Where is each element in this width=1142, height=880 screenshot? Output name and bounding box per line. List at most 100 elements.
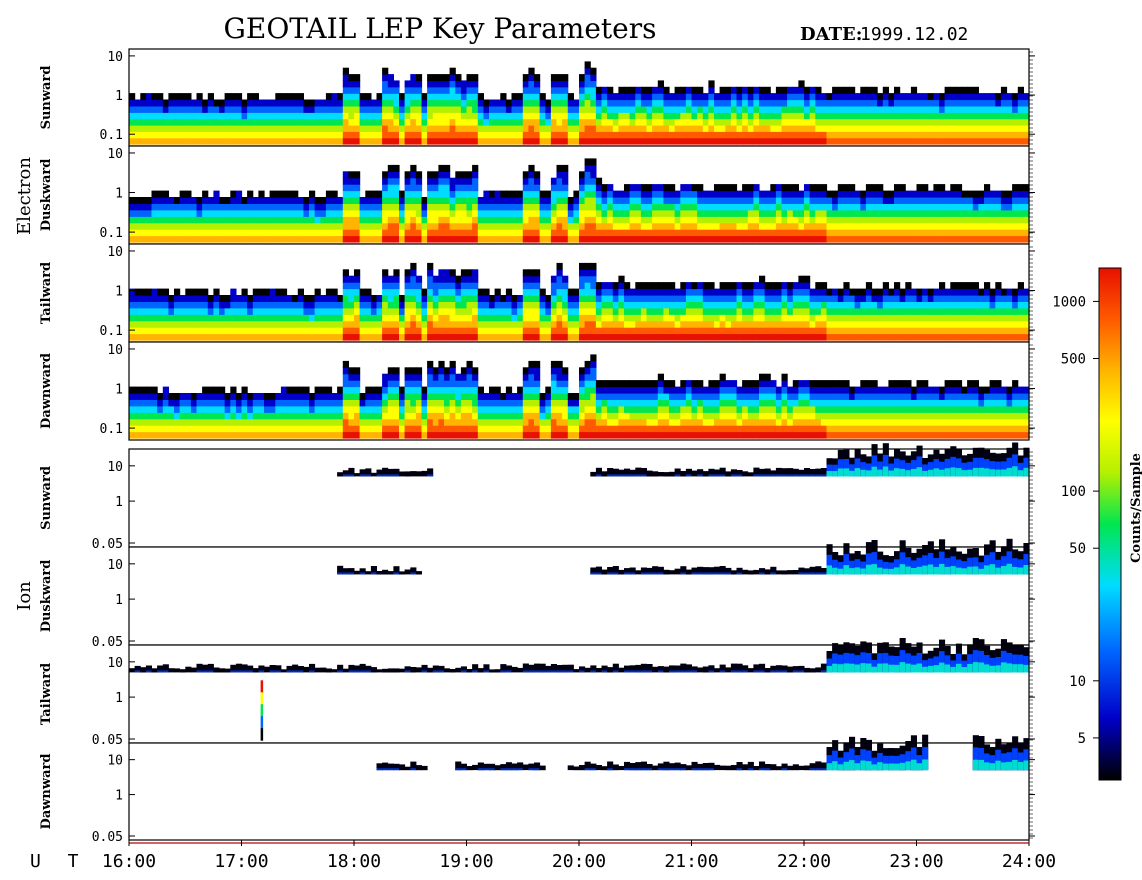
electron-cell — [348, 399, 355, 407]
electron-cell — [865, 307, 873, 315]
electron-cell — [534, 282, 541, 290]
electron-cell — [483, 327, 490, 335]
electron-cell — [984, 288, 991, 296]
electron-cell — [219, 333, 226, 341]
electron-cell — [365, 99, 372, 107]
electron-cell — [264, 209, 271, 217]
electron-cell — [612, 203, 619, 211]
electron-cell — [432, 367, 439, 375]
electron-cell — [764, 288, 771, 296]
electron-cell — [129, 137, 136, 145]
electron-cell — [910, 222, 918, 230]
electron-cell — [472, 418, 479, 426]
electron-cell — [556, 74, 563, 82]
electron-cell — [730, 295, 738, 302]
electron-cell — [438, 360, 445, 368]
electron-cell — [348, 99, 355, 107]
electron-cell — [562, 112, 569, 120]
electron-cell — [258, 99, 265, 107]
electron-cell — [483, 301, 490, 309]
electron-cell — [325, 124, 333, 132]
electron-cell — [849, 190, 856, 198]
electron-cell — [573, 112, 580, 120]
electron-cell — [134, 307, 141, 315]
electron-cell — [826, 288, 833, 296]
electron-cell — [224, 235, 231, 243]
electron-cell — [877, 118, 884, 126]
electron-cell — [652, 320, 659, 328]
electron-cell — [449, 393, 456, 400]
electron-cell — [202, 190, 209, 198]
electron-cell — [235, 124, 243, 132]
electron-cell — [444, 301, 451, 309]
electron-cell — [337, 197, 344, 204]
electron-cell — [657, 197, 664, 204]
electron-cell — [264, 124, 271, 132]
electron-cell — [584, 295, 591, 302]
electron-cell — [798, 307, 805, 315]
electron-cell — [438, 99, 445, 107]
electron-cell — [849, 197, 856, 204]
electron-cell — [1000, 86, 1008, 94]
electron-cell — [922, 137, 929, 145]
electron-cell — [269, 203, 276, 211]
electron-cell — [865, 301, 873, 309]
electron-cell — [415, 314, 423, 322]
electron-cell — [770, 222, 777, 230]
electron-cell — [865, 295, 873, 302]
electron-cell — [393, 229, 400, 237]
electron-cell — [775, 282, 783, 290]
electron-cell — [348, 373, 355, 381]
electron-cell — [955, 93, 963, 101]
electron-cell — [342, 320, 349, 328]
electron-cell — [370, 301, 378, 309]
electron-cell — [691, 203, 698, 211]
electron-cell — [804, 275, 811, 283]
electron-cell — [556, 307, 563, 315]
electron-cell — [511, 190, 518, 198]
electron-cell — [719, 118, 726, 126]
electron-cell — [213, 431, 220, 439]
electron-cell — [629, 99, 636, 107]
electron-cell — [387, 99, 394, 107]
electron-cell — [905, 216, 912, 224]
electron-cell — [944, 235, 951, 243]
electron-cell — [393, 164, 400, 172]
electron-cell — [539, 112, 546, 120]
electron-cell — [157, 418, 164, 426]
electron-cell — [1000, 190, 1008, 198]
electron-cell — [714, 307, 721, 315]
electron-cell — [382, 373, 389, 381]
electron-cell — [258, 418, 265, 426]
electron-cell — [247, 197, 254, 204]
electron-cell — [168, 412, 175, 420]
electron-cell — [534, 314, 541, 322]
electron-cell — [798, 124, 805, 132]
electron-cell — [590, 216, 597, 224]
electron-cell — [342, 99, 349, 107]
electron-cell — [685, 235, 693, 243]
electron-cell — [595, 229, 603, 237]
electron-cell — [460, 418, 468, 426]
electron-cell — [916, 99, 923, 107]
electron-cell — [854, 112, 861, 120]
electron-cell — [916, 314, 923, 322]
electron-cell — [342, 67, 349, 75]
electron-cell — [556, 124, 563, 132]
electron-cell — [978, 229, 985, 237]
electron-cell — [196, 288, 203, 296]
electron-cell — [927, 216, 934, 224]
electron-cell — [511, 235, 518, 243]
electron-cell — [877, 93, 884, 101]
electron-cell — [781, 184, 788, 192]
electron-cell — [292, 124, 299, 132]
electron-cell — [612, 197, 619, 204]
electron-cell — [472, 93, 479, 101]
electron-cell — [410, 118, 417, 126]
electron-cell — [1023, 327, 1030, 335]
electron-cell — [556, 105, 563, 113]
electron-cell — [652, 190, 659, 198]
electron-cell — [235, 222, 243, 230]
electron-cell — [511, 105, 518, 113]
electron-cell — [534, 184, 541, 192]
